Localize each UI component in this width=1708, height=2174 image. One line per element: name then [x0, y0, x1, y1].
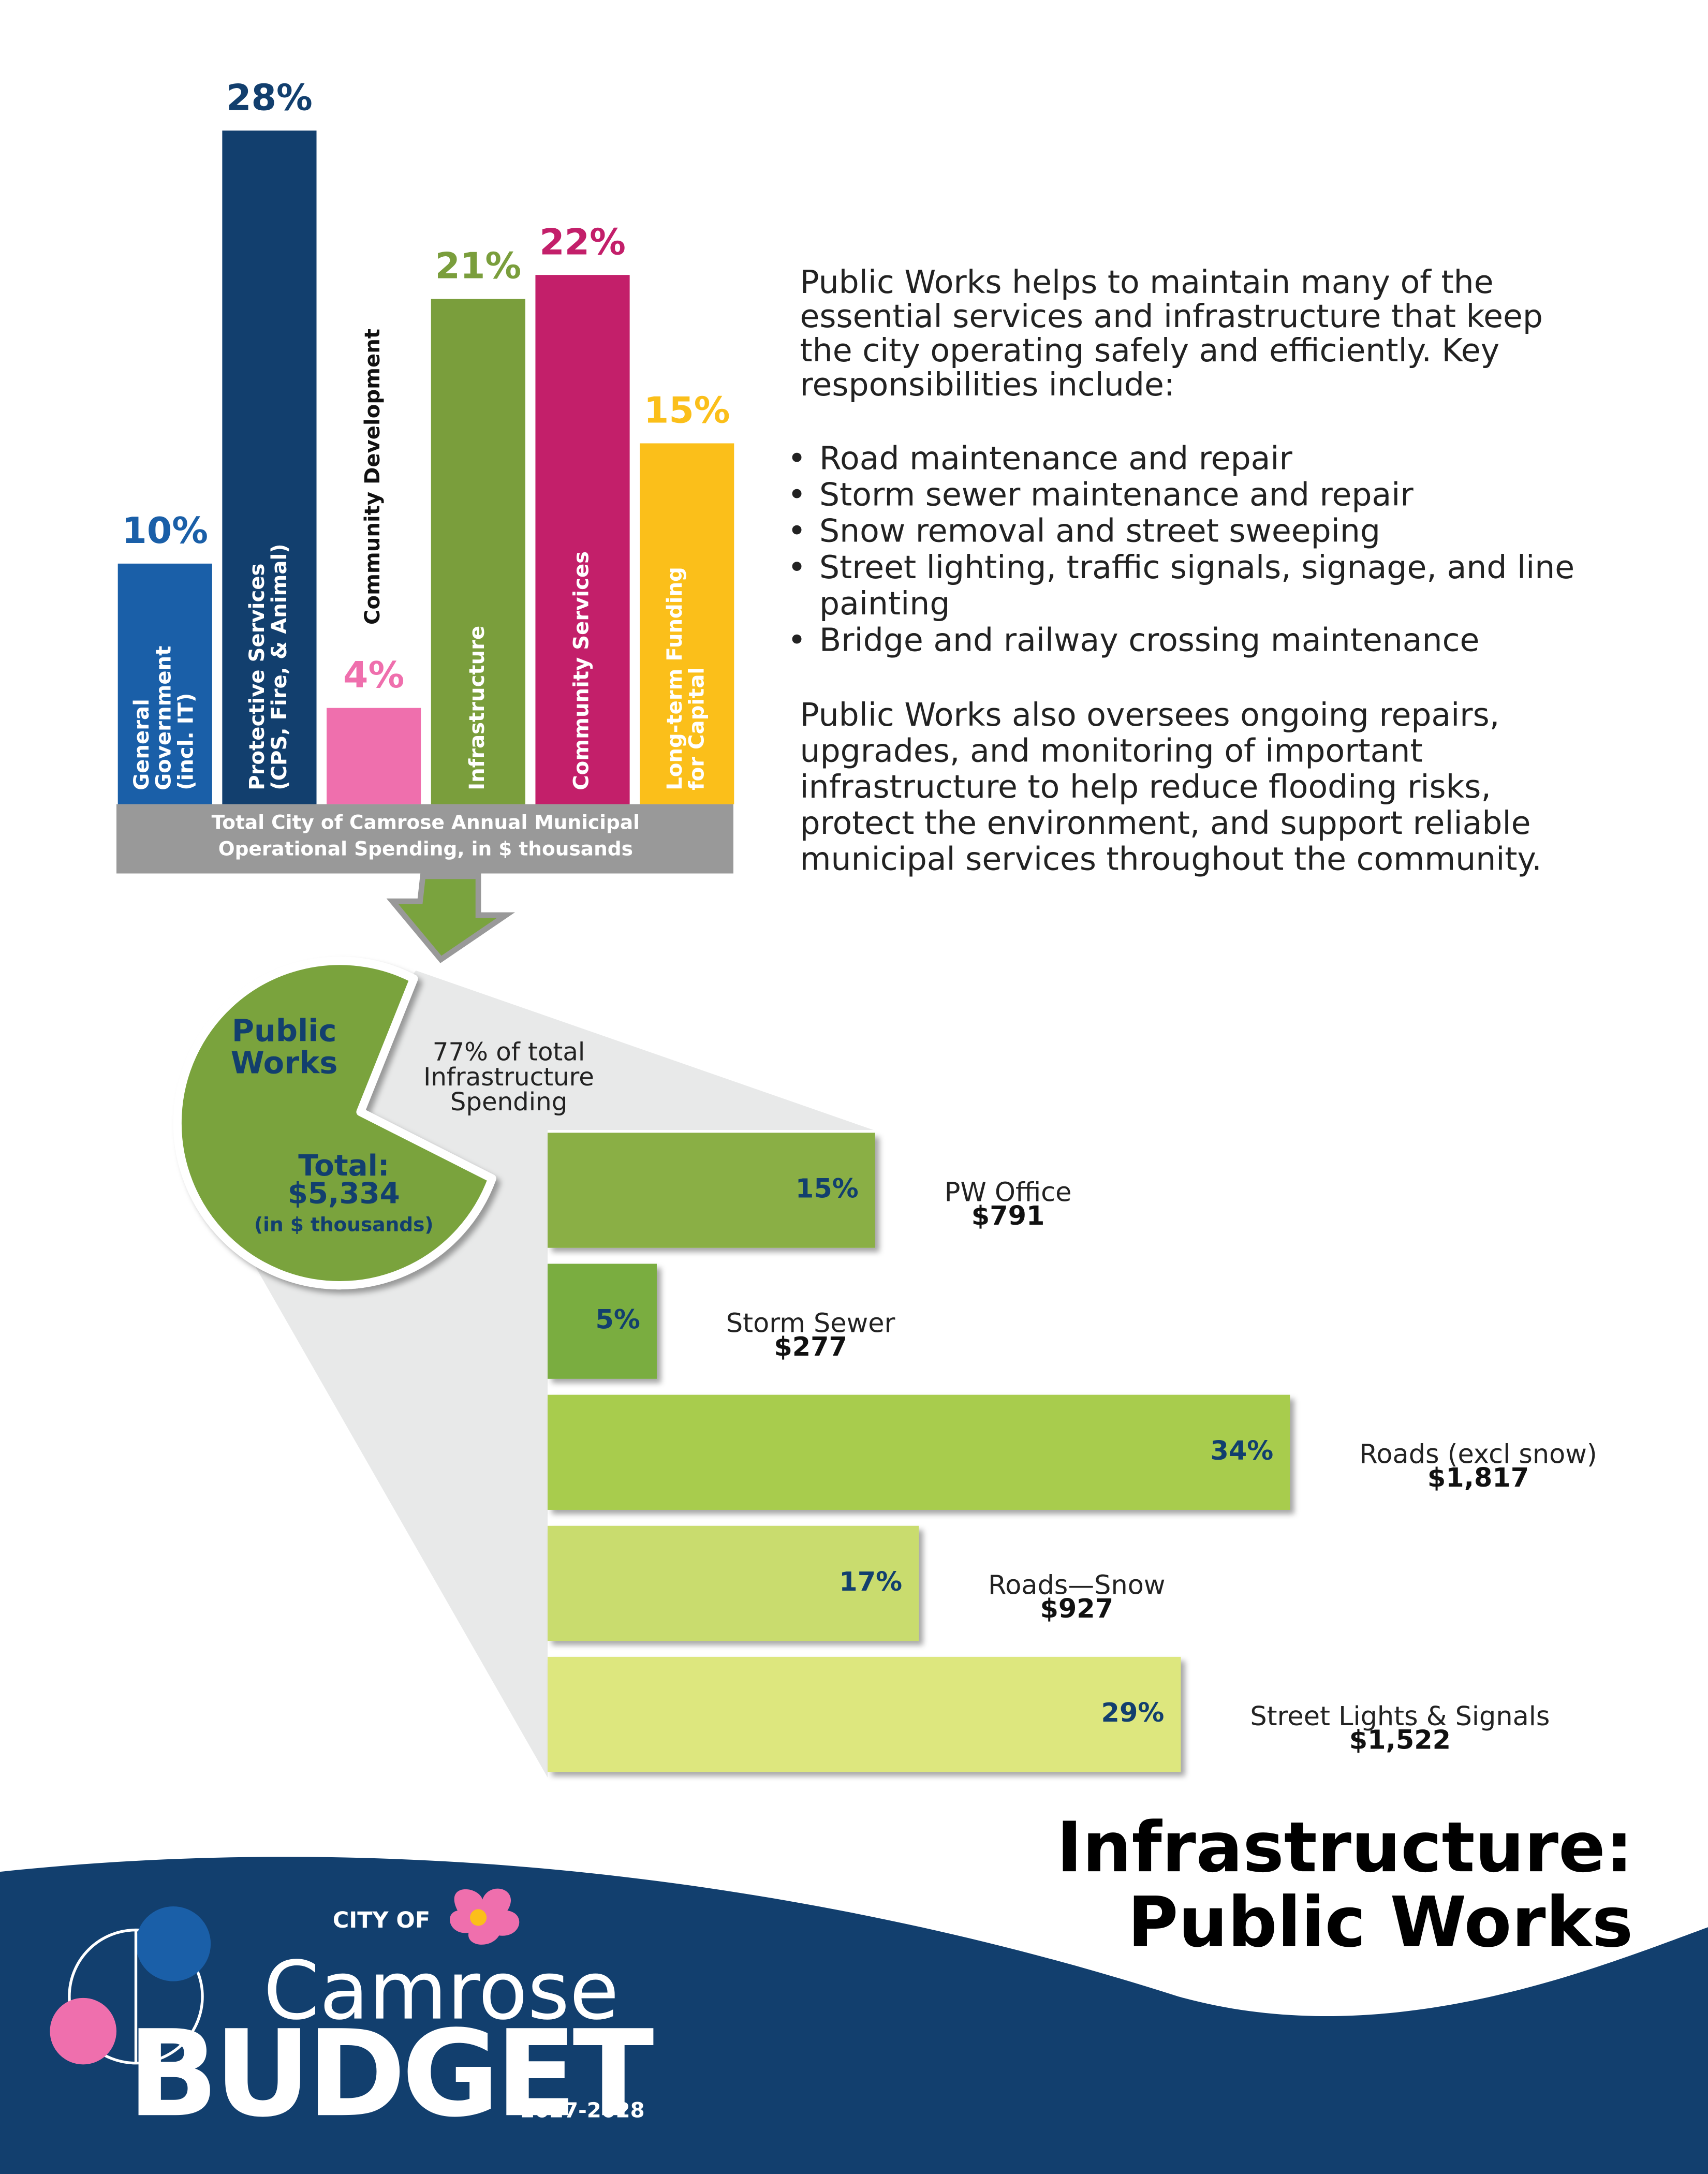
- amount-label: $1,817: [1427, 1463, 1529, 1493]
- category-label: Roads—Snow: [988, 1570, 1165, 1601]
- amount-label: $791: [971, 1201, 1045, 1231]
- bar: [548, 1656, 1181, 1772]
- intro-text: Public Works helps to maintain many of t…: [800, 263, 1494, 301]
- pie-title: Works: [231, 1045, 338, 1080]
- amount-label: $277: [774, 1332, 847, 1362]
- bar: [327, 708, 421, 804]
- bullet-text: painting: [819, 585, 950, 622]
- outro-text: protect the environment, and support rel…: [800, 804, 1531, 842]
- wave: [0, 1857, 1708, 2174]
- bullet-text: Road maintenance and repair: [819, 439, 1293, 477]
- category-label: PW Office: [945, 1177, 1072, 1208]
- category-label: (incl. IT): [174, 693, 198, 790]
- category-label: General: [130, 699, 154, 790]
- logo-name: Camrose: [263, 1944, 619, 2038]
- category-label: Community Services: [570, 551, 594, 790]
- pie-total: (in $ thousands): [254, 1213, 434, 1236]
- bar: [548, 1394, 1290, 1510]
- value-label: 15%: [796, 1174, 859, 1204]
- value-label: 29%: [1101, 1698, 1165, 1728]
- value-label: 28%: [226, 77, 313, 119]
- pie-value-label: 77% of total: [433, 1038, 585, 1067]
- bullet-text: Bridge and railway crossing maintenance: [819, 621, 1479, 658]
- bar: [222, 130, 317, 804]
- arrow: [386, 873, 516, 963]
- bullet-dot: •: [787, 476, 806, 513]
- category-label: Roads (excl snow): [1359, 1439, 1597, 1470]
- logo-years: 2027-2028: [520, 2098, 644, 2122]
- category-label: Protective Services: [245, 564, 269, 790]
- pie-slice: [173, 957, 496, 1290]
- intro-text: responsibilities include:: [800, 366, 1175, 403]
- bar: [548, 1525, 919, 1641]
- pie-total: $5,334: [288, 1177, 400, 1211]
- value-label: 5%: [595, 1305, 640, 1335]
- amount-label: $1,522: [1349, 1725, 1451, 1755]
- bullet-dot: •: [787, 439, 806, 477]
- bar: [535, 275, 630, 804]
- value-label: 4%: [343, 654, 404, 696]
- pie-value-label: Infrastructure: [423, 1063, 594, 1092]
- category-label: Long-term Funding: [663, 567, 687, 790]
- bar: [117, 563, 212, 804]
- bar: [431, 299, 525, 804]
- logo-city: CITY OF: [333, 1907, 430, 1933]
- value-label: 22%: [539, 221, 626, 263]
- pie-total: Total:: [298, 1149, 389, 1183]
- outro-text: infrastructure to help reduce flooding r…: [800, 768, 1491, 805]
- category-label: for Capital: [685, 667, 709, 790]
- logo-icon: [50, 1888, 520, 2065]
- pie-title: Public: [232, 1013, 337, 1049]
- footer-box: [116, 804, 733, 874]
- intro-text: essential services and infrastructure th…: [800, 298, 1543, 335]
- value-label: 21%: [435, 245, 522, 287]
- value-label: 15%: [644, 390, 730, 432]
- intro-text: the city operating safely and efficientl…: [800, 332, 1500, 369]
- bullet-dot: •: [787, 621, 806, 658]
- page-title: Infrastructure:: [1056, 1807, 1633, 1888]
- axis-label: Total City of Camrose Annual Municipal: [212, 811, 640, 834]
- value-label: 17%: [839, 1567, 902, 1597]
- pie-value-label: Spending: [450, 1088, 568, 1117]
- bullet-dot: •: [787, 549, 806, 586]
- value-label: 10%: [122, 510, 208, 552]
- category-label: (CPS, Fire, & Animal): [268, 544, 291, 790]
- bar: [640, 443, 734, 804]
- axis-label: Operational Spending, in $ thousands: [218, 837, 633, 860]
- outro-text: municipal services throughout the commun…: [800, 840, 1542, 877]
- category-label: Community Development: [361, 329, 385, 625]
- category-label: Government: [152, 646, 176, 790]
- category-label: Storm Sewer: [726, 1308, 895, 1339]
- page-title: Public Works: [1128, 1882, 1633, 1963]
- bar: [548, 1133, 875, 1248]
- bullet-dot: •: [787, 512, 806, 550]
- category-label: Infrastructure: [465, 626, 489, 790]
- outro-text: upgrades, and monitoring of important: [800, 732, 1423, 770]
- bullet-text: Street lighting, traffic signals, signag…: [819, 549, 1574, 586]
- value-label: 34%: [1210, 1436, 1273, 1466]
- logo-budget: BUDGET: [127, 2005, 653, 2143]
- category-label: Street Lights & Signals: [1250, 1701, 1550, 1732]
- bar: [548, 1264, 657, 1379]
- bullet-text: Storm sewer maintenance and repair: [819, 476, 1413, 513]
- outro-text: Public Works also oversees ongoing repai…: [800, 696, 1500, 733]
- amount-label: $927: [1040, 1594, 1114, 1624]
- bullet-text: Snow removal and street sweeping: [819, 512, 1380, 550]
